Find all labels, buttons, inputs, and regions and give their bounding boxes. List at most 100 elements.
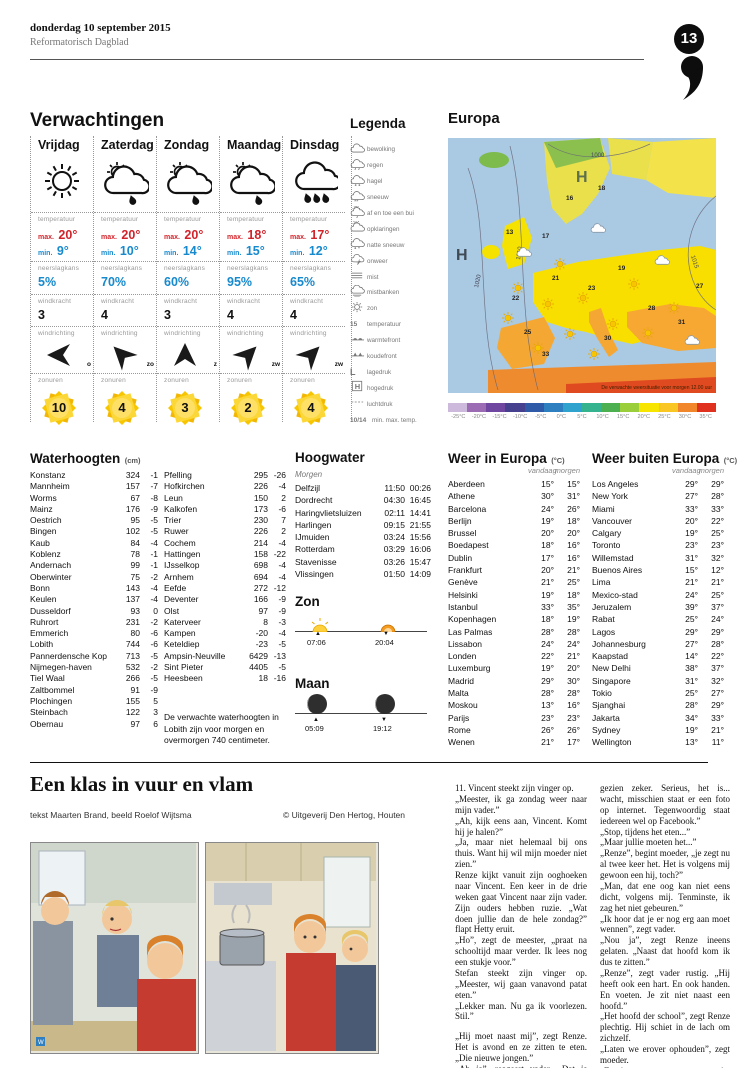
waterhoogten-row: Steinbach 122 3 bbox=[30, 707, 158, 718]
waterhoogten-row: Hofkirchen 226 -4 bbox=[164, 481, 286, 492]
station-name: Bonn bbox=[30, 582, 50, 593]
city-name: Frankfurt bbox=[448, 565, 483, 576]
sun-hours-value: 2 bbox=[244, 400, 252, 415]
tide-time-1: 03:26 bbox=[383, 556, 405, 567]
waterhoogten-row: Heesbeen 18 -16 bbox=[164, 673, 286, 684]
scale-label: -15°C bbox=[492, 414, 507, 420]
map-caption: De verwachte weersituatie voor morgen 12… bbox=[601, 385, 712, 391]
waterhoogten-row: Bonn 143 -4 bbox=[30, 583, 158, 594]
comic-panel-1: W bbox=[30, 842, 199, 1054]
scale-label: 10°C bbox=[596, 414, 609, 420]
tide-time-2: 14:41 bbox=[409, 507, 431, 518]
waterhoogten-row: Andernach 99 -1 bbox=[30, 560, 158, 571]
weer-europa-table: Aberdeen 15° 15° Athene 30° 31° Barcelon… bbox=[448, 478, 580, 749]
story-paragraph: „Meester, ik ga zondag weer naar mijn va… bbox=[455, 793, 587, 815]
temp-tomorrow: 28° bbox=[711, 638, 724, 649]
sun-hours-icon: 3 bbox=[166, 389, 204, 427]
tide-time-2: 15:47 bbox=[409, 556, 431, 567]
temp-tomorrow: 16° bbox=[567, 540, 580, 551]
temp-tomorrow: 22° bbox=[711, 515, 724, 526]
city-temp-row: Barcelona 24° 26° bbox=[448, 503, 580, 515]
divider bbox=[31, 326, 93, 327]
city-temp-row: Jeruzalem 39° 37° bbox=[592, 601, 724, 613]
horizon-line bbox=[295, 713, 427, 714]
station-name: Oestrich bbox=[30, 515, 62, 526]
level-value: 158 bbox=[253, 549, 268, 560]
temp-tomorrow: 25° bbox=[567, 577, 580, 588]
waterhoogten-row: Nijmegen-haven 532 -2 bbox=[30, 662, 158, 673]
scale-color-cell bbox=[581, 403, 602, 412]
page-number-badge: 13 bbox=[674, 24, 704, 54]
rain-chance: 95% bbox=[227, 275, 253, 289]
station-name: IJmuiden bbox=[295, 532, 330, 543]
weer-buiten-europa-table: Los Angeles 29° 29° New York 27° 28° Mia… bbox=[592, 478, 724, 749]
max-label: max. bbox=[164, 234, 180, 241]
city-name: Londen bbox=[448, 651, 477, 662]
station-name: Olst bbox=[164, 605, 180, 616]
temp-tomorrow: 23° bbox=[711, 540, 724, 551]
temperatuur-label: temperatuur bbox=[101, 216, 139, 223]
temp-tomorrow: 18° bbox=[567, 589, 580, 600]
zonuren-label: zonuren bbox=[164, 377, 189, 384]
city-name: Parijs bbox=[448, 712, 470, 723]
svg-text:17: 17 bbox=[542, 233, 550, 240]
level-change: 2 bbox=[281, 526, 286, 537]
city-name: Johannesburg bbox=[592, 638, 646, 649]
station-name: Obernau bbox=[30, 718, 64, 729]
cold-front-icon bbox=[350, 348, 367, 366]
level-value: 694 bbox=[253, 571, 268, 582]
temp-tomorrow: 35° bbox=[567, 601, 580, 612]
hoogwater-subheading: Morgen bbox=[295, 470, 323, 479]
rain-chance: 65% bbox=[290, 275, 316, 289]
temp-tomorrow: 37° bbox=[711, 663, 724, 674]
temp-today: 23° bbox=[685, 540, 698, 551]
level-change: -6 bbox=[278, 503, 286, 514]
city-temp-row: Rome 26° 26° bbox=[448, 724, 580, 736]
city-temp-row: Toronto 23° 23° bbox=[592, 539, 724, 551]
temp-tomorrow: 21° bbox=[567, 651, 580, 662]
wind-direction: zw bbox=[290, 340, 345, 371]
legend-item: warmtefront bbox=[350, 333, 438, 349]
city-temp-row: Lagos 29° 29° bbox=[592, 626, 724, 638]
scale-label: 35°C bbox=[699, 414, 712, 420]
sun-hours-value: 4 bbox=[118, 400, 126, 415]
station-name: Lobith bbox=[30, 639, 54, 650]
station-name: Plochingen bbox=[30, 695, 73, 706]
temp-today: 28° bbox=[541, 688, 554, 699]
station-name: Hattingen bbox=[164, 549, 201, 560]
min-label: min. bbox=[290, 250, 305, 257]
max-value: 20° bbox=[184, 228, 204, 242]
divider bbox=[31, 294, 93, 295]
city-name: Berlijn bbox=[448, 515, 472, 526]
level-value: 157 bbox=[125, 481, 140, 492]
windkracht-label: windkracht bbox=[101, 298, 135, 305]
divider bbox=[94, 373, 156, 374]
sun-hours-value: 4 bbox=[307, 400, 315, 415]
city-temp-row: Tokio 25° 27° bbox=[592, 687, 724, 699]
waterhoogten-row: Oberwinter 75 -2 bbox=[30, 572, 158, 583]
min-value: 12° bbox=[308, 244, 328, 258]
city-name: Wenen bbox=[448, 737, 475, 748]
temp-tomorrow: 18° bbox=[567, 515, 580, 526]
moonrise-icon bbox=[307, 694, 327, 714]
temp-today: 14° bbox=[685, 651, 698, 662]
station-name: Pannerdensche Kop bbox=[30, 650, 108, 661]
forecast-title: Verwachtingen bbox=[30, 110, 165, 131]
wind-force: 4 bbox=[290, 308, 297, 322]
tide-time-2: 16:06 bbox=[409, 544, 431, 555]
min-value: 15° bbox=[245, 244, 265, 258]
waterhoogten-row: Obernau 97 6 bbox=[30, 719, 158, 730]
neerslagkans-label: neerslagkans bbox=[227, 265, 269, 272]
temp-tomorrow: 20° bbox=[567, 528, 580, 539]
level-value: 272 bbox=[253, 582, 268, 593]
wind-arrow-icon bbox=[113, 346, 138, 371]
isobar-value: 1000 bbox=[591, 153, 605, 159]
forecast-day-maandag: Maandag temperatuur max. 18° min. 15° ne… bbox=[219, 136, 282, 425]
waterhoogten-row: Keteldiep -23 -5 bbox=[164, 639, 286, 650]
wind-arrow-icon bbox=[174, 343, 196, 366]
sun-hours-icon: 4 bbox=[292, 389, 330, 427]
level-change: -26 bbox=[273, 470, 286, 480]
temperatuur-label: temperatuur bbox=[290, 216, 328, 223]
station-name: Ampsin-Neuville bbox=[164, 650, 226, 661]
level-value: 150 bbox=[253, 492, 268, 503]
